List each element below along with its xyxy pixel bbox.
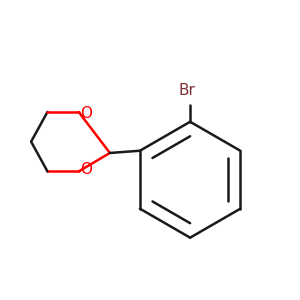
Text: Br: Br xyxy=(179,83,196,98)
Text: O: O xyxy=(80,162,92,177)
Text: O: O xyxy=(80,106,92,121)
